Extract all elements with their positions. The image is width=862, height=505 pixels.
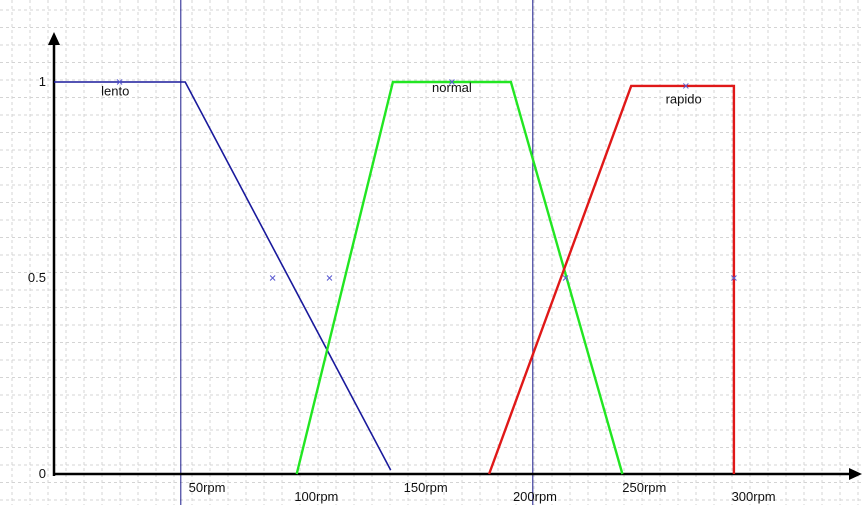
series-line-rapido (487, 84, 736, 475)
axes (48, 32, 862, 480)
point-marker (682, 83, 689, 89)
point-marker (449, 79, 455, 85)
series-label-normal: normal (432, 80, 472, 95)
vertical-marker-lines (180, 0, 534, 505)
y-tick-label: 0 (39, 466, 46, 481)
x-tick-label: 100rpm (294, 489, 338, 504)
point-marker (562, 275, 569, 281)
x-tick-label: 150rpm (404, 480, 448, 495)
point-marker (116, 79, 123, 85)
point-marker (269, 275, 276, 281)
x-tick-label: 250rpm (622, 480, 666, 495)
series-labels: lento normal rapido (101, 80, 702, 107)
series-line-lento (54, 81, 392, 471)
y-tick-label: 1 (39, 74, 46, 89)
x-tick-label: 200rpm (513, 489, 557, 504)
y-tick-label: 0.5 (28, 270, 46, 285)
series-line-normal (295, 80, 624, 475)
y-axis-arrow (48, 32, 60, 45)
series-label-lento: lento (101, 84, 129, 99)
series-label-rapido: rapido (666, 92, 702, 107)
x-tick-label: 50rpm (189, 480, 226, 495)
point-marker (326, 275, 333, 281)
x-tick-label: 300rpm (732, 489, 776, 504)
point-marker (731, 275, 737, 281)
series-layer (54, 79, 737, 475)
tick-labels: 50rpm 100rpm 150rpm 200rpm 250rpm 300rpm 0 0.5 1 (28, 74, 776, 504)
x-axis-arrow (849, 468, 862, 480)
